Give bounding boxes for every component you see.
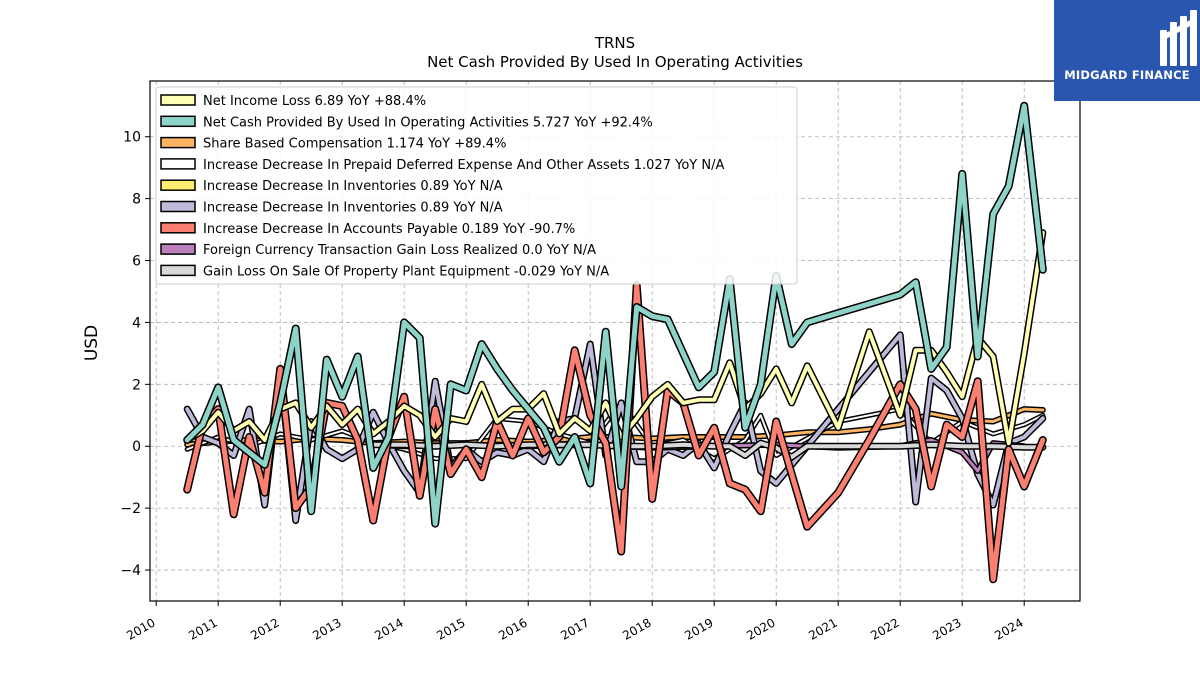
- x-tick-label: 2010: [124, 615, 157, 642]
- logo-mark-icon: [1160, 10, 1197, 66]
- legend-item: Increase Decrease In Inventories 0.89 Yo…: [160, 179, 503, 194]
- logo-text: MIDGARD FINANCE: [1064, 68, 1190, 82]
- legend-swatch: [160, 115, 196, 128]
- chart-subtitle: Net Cash Provided By Used In Operating A…: [427, 53, 803, 71]
- x-tick-label: 2013: [310, 615, 343, 642]
- y-tick-label: −4: [120, 563, 141, 579]
- y-tick-label: 4: [132, 315, 141, 331]
- x-tick-label: 2014: [372, 615, 405, 642]
- brand-logo: MIDGARD FINANCE: [1054, 0, 1200, 101]
- series-group: [183, 101, 1047, 584]
- y-tick-label: 10: [123, 130, 141, 146]
- x-tick-label: 2012: [248, 615, 281, 642]
- x-tick-label: 2015: [434, 615, 467, 642]
- x-tick-label: 2020: [744, 615, 777, 642]
- legend-swatch: [160, 222, 196, 234]
- x-tick-label: 2024: [992, 615, 1025, 642]
- legend-item: Increase Decrease In Prepaid Deferred Ex…: [160, 158, 724, 173]
- x-tick-label: 2019: [682, 615, 715, 642]
- x-tick-label: 2018: [620, 615, 653, 642]
- plot-frame: [149, 80, 1081, 602]
- x-tick-label: 2022: [868, 615, 901, 642]
- legend: Net Income Loss 6.89 YoY +88.4% Net Cash …: [155, 86, 798, 285]
- legend-swatch: [160, 200, 196, 213]
- legend-item: Gain Loss On Sale Of Property Plant Equi…: [160, 264, 609, 279]
- legend-label: Gain Loss On Sale Of Property Plant Equi…: [203, 264, 609, 279]
- legend-swatch: [160, 158, 196, 170]
- x-tick-label: 2011: [186, 615, 219, 642]
- legend-label: Net Cash Provided By Used In Operating A…: [203, 115, 653, 130]
- y-tick-label: 8: [132, 192, 141, 208]
- y-tick-label: 6: [132, 254, 141, 270]
- y-tick-label: 2: [132, 377, 141, 393]
- legend-item: Share Based Compensation 1.174 YoY +89.4…: [160, 136, 506, 152]
- x-tick-label: 2023: [930, 615, 963, 642]
- legend-label: Increase Decrease In Inventories 0.89 Yo…: [203, 179, 503, 194]
- legend-swatch: [160, 136, 196, 149]
- legend-label: Foreign Currency Transaction Gain Loss R…: [203, 243, 596, 258]
- legend-item: Net Income Loss 6.89 YoY +88.4%: [160, 94, 426, 109]
- legend-item: Net Cash Provided By Used In Operating A…: [160, 115, 653, 130]
- x-tick-label: 2016: [496, 615, 529, 642]
- x-tick-label: 2017: [558, 615, 591, 642]
- legend-label: Increase Decrease In Inventories 0.89 Yo…: [203, 201, 503, 216]
- chart-title: TRNS: [594, 34, 635, 52]
- legend-swatch: [160, 243, 196, 255]
- series-stroke: [184, 103, 1046, 527]
- x-tick-label: 2021: [806, 615, 839, 642]
- legend-label: Increase Decrease In Prepaid Deferred Ex…: [203, 158, 724, 173]
- y-axis-label: USD: [82, 325, 102, 361]
- legend-swatch: [160, 264, 196, 277]
- legend-item: Increase Decrease In Inventories 0.89 Yo…: [160, 200, 503, 216]
- series-line: [183, 101, 1047, 528]
- legend-swatch: [160, 179, 196, 191]
- legend-box: [155, 86, 798, 285]
- legend-swatch: [160, 94, 196, 106]
- legend-label: Net Income Loss 6.89 YoY +88.4%: [203, 94, 426, 109]
- y-tick-label: 0: [132, 439, 141, 455]
- legend-item: Foreign Currency Transaction Gain Loss R…: [160, 243, 596, 258]
- legend-label: Increase Decrease In Accounts Payable 0.…: [203, 222, 575, 237]
- legend-item: Increase Decrease In Accounts Payable 0.…: [160, 222, 575, 237]
- legend-label: Share Based Compensation 1.174 YoY +89.4…: [203, 137, 506, 152]
- y-tick-label: −2: [120, 501, 141, 517]
